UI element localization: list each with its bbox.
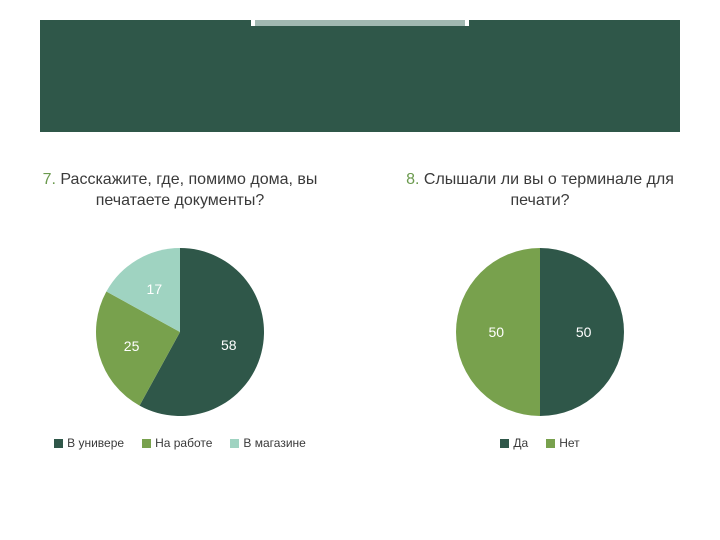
legend-swatch-0: [54, 439, 63, 448]
question-8-number: 8.: [406, 171, 419, 188]
legend-item-1: На работе: [142, 436, 212, 450]
pie-chart-8: 50 50: [456, 248, 624, 416]
right-column: 8. Слышали ли вы о терминале для печати?…: [360, 170, 720, 450]
pie-slice-value-0: 50: [576, 324, 592, 340]
legend-swatch-2: [230, 439, 239, 448]
legend-item-0: Да: [500, 436, 528, 450]
question-8-title: 8. Слышали ли вы о терминале для печати?: [360, 170, 720, 218]
legend-label-2: В магазине: [243, 436, 305, 450]
header-rule-segment-2: [255, 20, 466, 26]
left-column: 7. Расскажите, где, помимо дома, вы печа…: [0, 170, 360, 450]
legend-item-1: Нет: [546, 436, 579, 450]
header-rule: [40, 20, 680, 26]
header-band: [40, 20, 680, 132]
pie-slice-value-0: 58: [221, 337, 237, 353]
pie-chart-8-wrap: 50 50 Да Нет: [456, 248, 624, 450]
pie-chart-7-wrap: 58 25 17 В универе На работе В магазине: [54, 248, 306, 450]
pie-chart-7: 58 25 17: [96, 248, 264, 416]
question-8-text: Слышали ли вы о терминале для печати?: [419, 171, 673, 209]
header-body: [40, 26, 680, 132]
pie-slice-value-1: 25: [124, 338, 140, 354]
content-row: 7. Расскажите, где, помимо дома, вы печа…: [0, 170, 720, 450]
legend-label-0: Да: [513, 436, 528, 450]
pie-chart-8-legend: Да Нет: [500, 436, 579, 450]
question-7-title: 7. Расскажите, где, помимо дома, вы печа…: [0, 170, 360, 218]
legend-item-0: В универе: [54, 436, 124, 450]
legend-label-1: Нет: [559, 436, 579, 450]
legend-swatch-1: [546, 439, 555, 448]
question-7-text: Расскажите, где, помимо дома, вы печатае…: [56, 171, 317, 209]
legend-item-2: В магазине: [230, 436, 305, 450]
pie-slice-value-1: 50: [489, 324, 505, 340]
question-7-number: 7.: [43, 171, 56, 188]
legend-swatch-0: [500, 439, 509, 448]
header-rule-segment-1: [40, 20, 251, 26]
pie-chart-7-legend: В универе На работе В магазине: [54, 436, 306, 450]
legend-label-0: В универе: [67, 436, 124, 450]
legend-swatch-1: [142, 439, 151, 448]
pie-slice-value-2: 17: [147, 281, 163, 297]
legend-label-1: На работе: [155, 436, 212, 450]
header-rule-segment-3: [469, 20, 680, 26]
